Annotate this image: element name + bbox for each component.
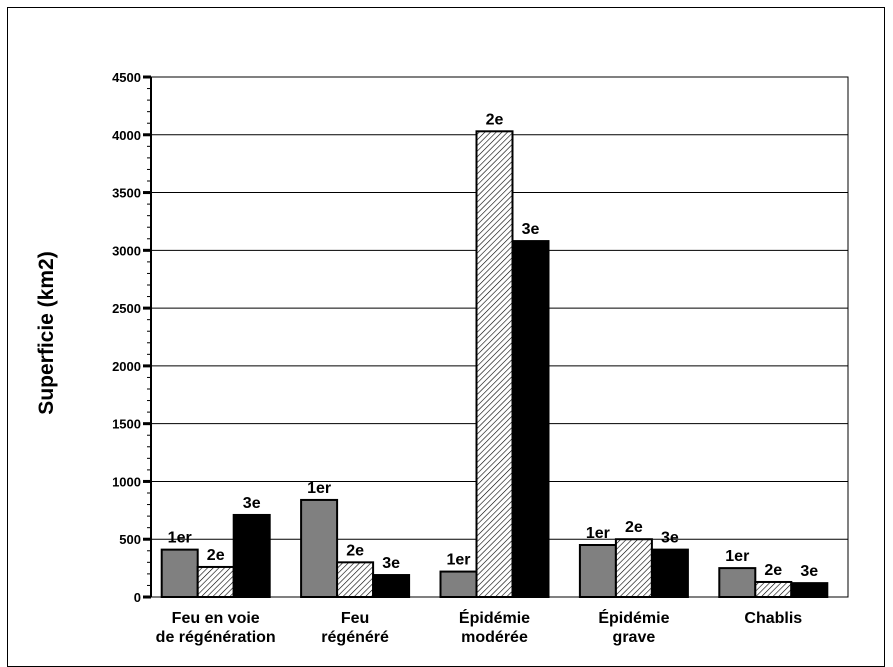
bar-data-label: 2e <box>764 562 782 579</box>
bar-data-label: 2e <box>625 519 643 536</box>
bar-1-3 <box>439 570 478 598</box>
bar-2-5 <box>754 580 793 599</box>
y-axis-title: Superficie (km2) <box>35 251 58 414</box>
data-labels: 1er 2e 3e 1er 2e 3e 1er 2e 3e 1er 2e 3e 1er 2e 3e <box>168 111 819 580</box>
bar-data-label: 3e <box>382 555 400 572</box>
bar-1-4 <box>578 544 617 598</box>
bar-data-label: 3e <box>800 563 818 580</box>
bar-1-1 <box>160 548 199 598</box>
category-label: Feu en voie <box>172 610 260 627</box>
y-tick-label: 3000 <box>112 243 141 258</box>
y-tick-label: 500 <box>119 532 141 547</box>
bars <box>160 130 829 599</box>
y-tick-label: 4500 <box>112 70 141 85</box>
bar-data-label: 1er <box>446 552 470 569</box>
y-tick-label: 2500 <box>112 301 141 316</box>
category-label: Épidémie <box>598 608 669 627</box>
category-label: Chablis <box>744 610 802 627</box>
y-tick-label: 4000 <box>112 128 141 143</box>
bar-data-label: 3e <box>243 495 261 512</box>
y-tick-label: 0 <box>134 590 141 605</box>
y-tick-label: 3500 <box>112 186 141 201</box>
bar-1-2 <box>300 498 339 598</box>
bar-data-label: 2e <box>346 542 364 559</box>
y-axis: 0 500 1000 1500 2000 2500 3000 3500 4000 4500 <box>112 70 152 605</box>
bar-data-label: 2e <box>207 547 225 564</box>
bar-1-5 <box>718 567 757 598</box>
bar-data-label: 1er <box>586 525 610 542</box>
bar-data-label: 1er <box>725 548 749 565</box>
bar-data-label: 3e <box>661 530 679 547</box>
y-tick-label: 2000 <box>112 359 141 374</box>
bar-2-1 <box>196 565 235 599</box>
category-label: Épidémie <box>459 608 530 627</box>
bar-3-5 <box>790 582 829 599</box>
bar-3-4 <box>650 548 689 598</box>
category-labels: Feu en voie de régénération Feu régénéré Épi… <box>156 608 803 646</box>
bar-data-label: 3e <box>522 221 540 238</box>
category-label: de régénération <box>156 629 276 646</box>
bar-2-3 <box>475 130 514 599</box>
bar-data-label: 1er <box>168 530 192 547</box>
bar-3-3 <box>511 240 550 598</box>
chart-frame <box>7 7 885 667</box>
bar-2-4 <box>614 538 653 599</box>
category-label: régénéré <box>321 629 389 646</box>
bar-3-2 <box>372 574 411 598</box>
bar-2-2 <box>336 561 375 598</box>
y-tick-label: 1000 <box>112 474 141 489</box>
category-label: Feu <box>341 610 369 627</box>
bar-data-label: 1er <box>307 480 331 497</box>
y-tick-label: 1500 <box>112 417 141 432</box>
bar-3-1 <box>232 513 271 599</box>
bar-data-label: 2e <box>486 111 504 128</box>
category-label: grave <box>613 629 656 646</box>
category-label: modérée <box>461 629 528 646</box>
